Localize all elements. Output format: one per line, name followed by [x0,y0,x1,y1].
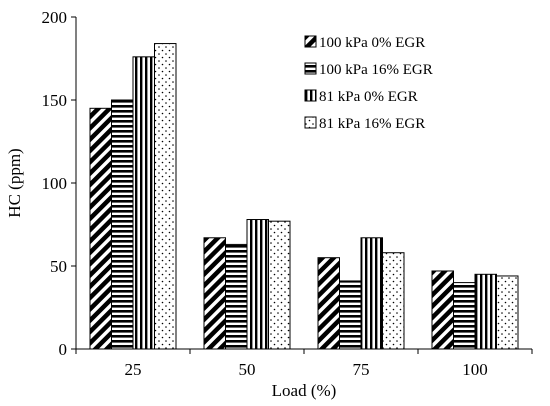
x-tick-label: 25 [125,360,142,379]
y-axis-ticks: 0 50 100 150 200 [42,8,76,359]
legend-label: 81 kPa 16% EGR [319,116,425,132]
bar [339,280,362,350]
y-tick-label: 150 [42,91,68,110]
bars-group [89,43,519,350]
legend: 100 kPa 0% EGR 100 kPa 16% EGR 81 kPa 0% E… [304,35,433,132]
bar [317,257,340,350]
legend-swatch [304,89,317,102]
bar [225,243,248,350]
bar [360,237,383,350]
bar [268,220,291,350]
bar [203,237,226,350]
bar [496,275,519,350]
y-tick-label: 200 [42,8,68,27]
x-axis-title: Load (%) [272,381,337,400]
bar [154,43,177,350]
legend-label: 100 kPa 0% EGR [319,35,425,51]
x-tick-label: 75 [353,360,370,379]
bar [246,219,269,350]
x-axis-ticks: 25 50 75 100 [75,349,533,379]
y-tick-label: 0 [59,340,68,359]
bar [382,252,405,350]
bar [453,282,476,350]
x-tick-label: 100 [462,360,488,379]
legend-swatch [304,62,317,75]
y-tick-label: 50 [50,257,67,276]
bar [111,99,134,350]
bar [431,270,454,350]
bar [89,107,112,350]
x-tick-label: 50 [239,360,256,379]
y-axis-title: HC (ppm) [5,148,24,217]
legend-label: 100 kPa 16% EGR [319,62,433,78]
bar [132,56,155,350]
legend-swatch [304,35,317,48]
bar [474,273,497,350]
legend-label: 81 kPa 0% EGR [319,89,418,105]
y-tick-label: 100 [42,174,68,193]
legend-swatch [304,116,317,129]
